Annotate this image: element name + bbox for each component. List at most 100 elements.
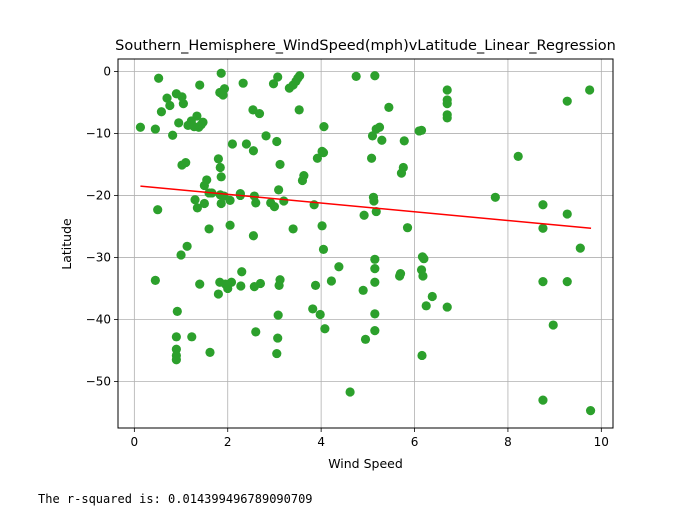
data-point xyxy=(585,85,595,95)
data-point xyxy=(345,387,355,397)
data-point xyxy=(268,79,279,89)
data-point xyxy=(225,195,235,205)
x-tick-label: 8 xyxy=(504,435,512,449)
data-point xyxy=(562,209,572,219)
data-point xyxy=(153,205,163,215)
data-point xyxy=(370,326,380,336)
data-point xyxy=(318,148,329,158)
data-point xyxy=(241,139,252,149)
data-point xyxy=(273,310,283,320)
data-point xyxy=(199,198,209,209)
data-point xyxy=(274,185,284,195)
data-point xyxy=(168,130,178,140)
data-point xyxy=(192,203,202,213)
data-point xyxy=(299,170,309,181)
y-axis-ticks: 0 −10 −20 −30 −40 −50 xyxy=(86,64,118,388)
data-point xyxy=(442,99,452,109)
data-point xyxy=(216,172,226,182)
data-point xyxy=(288,224,298,234)
data-point xyxy=(295,71,305,81)
data-point xyxy=(254,108,265,119)
data-point xyxy=(177,160,187,170)
data-point xyxy=(294,105,304,115)
data-point xyxy=(238,78,248,88)
data-point xyxy=(269,202,280,212)
r-squared-text: The r-squared is: 0.014399496789090709 xyxy=(38,492,313,506)
data-point xyxy=(490,192,500,202)
y-tick-label: −30 xyxy=(86,250,111,264)
data-point xyxy=(538,395,548,405)
data-point xyxy=(359,210,369,220)
data-point xyxy=(334,262,344,272)
data-point xyxy=(398,162,408,173)
data-point xyxy=(261,131,271,141)
data-point xyxy=(310,280,321,290)
data-point xyxy=(172,306,182,317)
data-point xyxy=(360,334,371,344)
data-point xyxy=(358,285,368,295)
chart-title: Southern_Hemisphere_WindSpeed(mph)vLatit… xyxy=(115,38,616,54)
data-point xyxy=(366,153,377,163)
y-tick-label: −20 xyxy=(86,188,111,202)
data-point xyxy=(195,80,205,90)
data-point xyxy=(326,276,337,286)
data-point xyxy=(225,220,235,230)
data-point xyxy=(417,350,427,361)
data-point xyxy=(279,196,289,206)
data-point xyxy=(171,332,181,342)
data-point xyxy=(377,135,387,145)
x-axis-label: Wind Speed xyxy=(328,456,403,471)
data-point xyxy=(237,267,247,277)
x-tick-label: 10 xyxy=(594,435,609,449)
data-point xyxy=(562,96,572,106)
data-point xyxy=(251,327,261,337)
x-tick-label: 6 xyxy=(411,435,419,449)
data-point xyxy=(205,347,215,357)
data-point xyxy=(319,121,329,132)
data-point xyxy=(187,332,197,342)
data-point xyxy=(275,275,285,285)
data-point xyxy=(370,264,380,274)
data-point xyxy=(174,118,184,128)
data-point xyxy=(190,195,200,205)
data-point xyxy=(416,125,427,135)
data-point xyxy=(177,92,187,102)
data-point xyxy=(538,277,548,287)
data-point xyxy=(548,320,558,330)
data-point xyxy=(235,188,245,199)
data-point xyxy=(135,122,146,132)
data-point xyxy=(538,223,548,233)
data-point xyxy=(399,136,409,146)
data-point xyxy=(156,107,167,117)
data-point xyxy=(192,111,202,121)
data-point xyxy=(202,175,212,185)
data-point xyxy=(236,281,246,291)
data-point xyxy=(198,117,208,127)
regression-line xyxy=(140,185,592,230)
data-point xyxy=(418,271,428,281)
data-point xyxy=(176,250,186,260)
data-point xyxy=(195,279,205,289)
data-point xyxy=(370,277,380,287)
data-point xyxy=(419,254,429,264)
data-point xyxy=(215,162,225,173)
data-point xyxy=(562,277,572,287)
data-points xyxy=(135,68,596,416)
data-point xyxy=(312,153,323,163)
data-point xyxy=(150,124,160,134)
data-point xyxy=(248,146,259,156)
data-point xyxy=(165,100,175,111)
data-point xyxy=(273,72,283,82)
data-point xyxy=(216,68,226,78)
data-point xyxy=(255,278,266,289)
data-point xyxy=(213,289,224,299)
data-point xyxy=(308,304,318,314)
data-point xyxy=(216,198,226,209)
data-point xyxy=(384,102,394,112)
data-point xyxy=(318,244,329,254)
data-point xyxy=(275,159,285,170)
data-point xyxy=(315,309,325,320)
y-axis-label: Latitude xyxy=(59,218,74,270)
data-point xyxy=(213,154,224,164)
